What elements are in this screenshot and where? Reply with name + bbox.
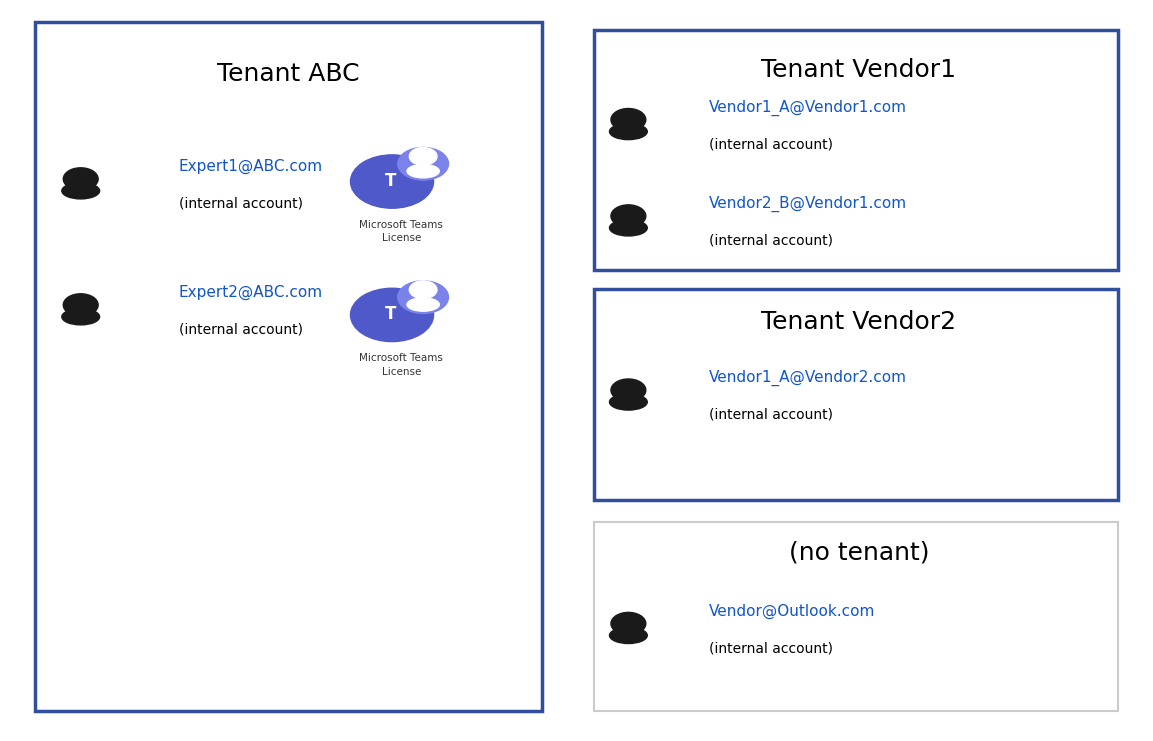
Text: (internal account): (internal account) xyxy=(179,323,303,336)
Ellipse shape xyxy=(62,309,99,325)
Circle shape xyxy=(611,612,646,635)
Text: Tenant ABC: Tenant ABC xyxy=(217,62,360,86)
Text: (internal account): (internal account) xyxy=(709,138,834,151)
Circle shape xyxy=(63,293,98,316)
Text: Tenant Vendor1: Tenant Vendor1 xyxy=(761,59,957,82)
Circle shape xyxy=(611,108,646,131)
Text: (internal account): (internal account) xyxy=(709,642,834,655)
Text: Vendor@Outlook.com: Vendor@Outlook.com xyxy=(709,604,875,619)
Text: Vendor1_A@Vendor2.com: Vendor1_A@Vendor2.com xyxy=(709,370,907,386)
Text: (internal account): (internal account) xyxy=(709,408,834,422)
Circle shape xyxy=(398,281,449,313)
Text: Expert2@ABC.com: Expert2@ABC.com xyxy=(179,285,323,300)
Text: Vendor1_A@Vendor1.com: Vendor1_A@Vendor1.com xyxy=(709,99,907,116)
FancyBboxPatch shape xyxy=(594,30,1118,270)
Ellipse shape xyxy=(407,298,439,311)
Ellipse shape xyxy=(610,628,647,643)
Text: (internal account): (internal account) xyxy=(179,197,303,210)
Circle shape xyxy=(351,155,434,208)
FancyBboxPatch shape xyxy=(35,22,542,711)
Circle shape xyxy=(409,281,437,299)
Ellipse shape xyxy=(407,165,439,178)
Text: (internal account): (internal account) xyxy=(709,234,834,247)
Circle shape xyxy=(409,147,437,165)
Text: T: T xyxy=(385,172,397,190)
Circle shape xyxy=(63,167,98,190)
Text: T: T xyxy=(385,305,397,323)
Text: Tenant Vendor2: Tenant Vendor2 xyxy=(761,310,957,334)
Circle shape xyxy=(351,288,434,342)
Text: Expert1@ABC.com: Expert1@ABC.com xyxy=(179,159,323,174)
Ellipse shape xyxy=(610,394,647,410)
Circle shape xyxy=(398,147,449,180)
Text: (no tenant): (no tenant) xyxy=(789,540,929,564)
Text: Microsoft Teams
License: Microsoft Teams License xyxy=(360,353,443,376)
FancyBboxPatch shape xyxy=(594,289,1118,500)
Ellipse shape xyxy=(610,220,647,236)
Ellipse shape xyxy=(62,183,99,199)
Ellipse shape xyxy=(610,124,647,139)
Text: Vendor2_B@Vendor1.com: Vendor2_B@Vendor1.com xyxy=(709,196,907,212)
Circle shape xyxy=(611,205,646,227)
Circle shape xyxy=(611,379,646,402)
Text: Microsoft Teams
License: Microsoft Teams License xyxy=(360,220,443,243)
FancyBboxPatch shape xyxy=(594,522,1118,711)
